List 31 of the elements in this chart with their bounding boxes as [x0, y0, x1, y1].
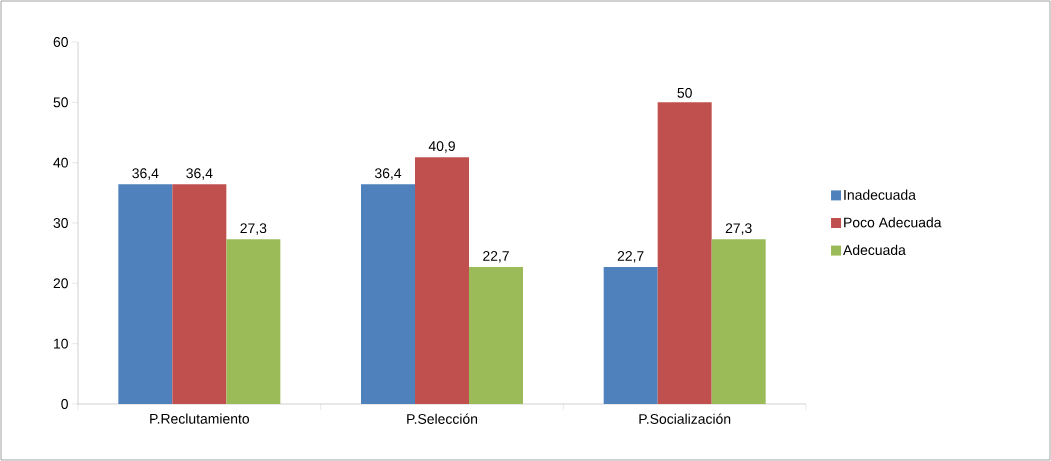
data-label: 22,7 — [617, 250, 644, 263]
legend-label: Poco Adecuada — [844, 217, 942, 228]
data-label: 27,3 — [240, 223, 267, 235]
legend-label: Adecuada — [843, 244, 906, 256]
data-label: 40,9 — [428, 141, 455, 153]
data-label: 36,4 — [374, 168, 402, 180]
bar — [657, 102, 712, 404]
y-tick-label: 30 — [53, 218, 68, 228]
y-tick-label: 40 — [53, 157, 68, 168]
data-label: 50 — [677, 87, 692, 98]
x-tick-label: P.Reclutamiento — [150, 413, 250, 424]
legend-label: Inadecuada — [844, 189, 916, 200]
x-tick-label: P.Selección — [407, 413, 478, 424]
bar — [172, 184, 227, 404]
bar — [603, 267, 658, 404]
bar — [361, 184, 416, 404]
bar — [226, 239, 281, 404]
bar — [415, 157, 470, 404]
bar — [711, 239, 766, 404]
data-label: 36,4 — [132, 168, 159, 180]
bar — [118, 184, 173, 404]
bar — [469, 267, 524, 404]
x-tick-label: P.Socialización — [639, 413, 731, 424]
y-tick-label: 50 — [53, 97, 68, 108]
y-tick-label: 60 — [53, 37, 68, 47]
y-tick-label: 20 — [53, 278, 68, 289]
data-label: 27,3 — [725, 223, 752, 235]
y-tick-label: 0 — [61, 399, 68, 409]
y-tick-label: 10 — [54, 338, 68, 349]
data-label: 22,7 — [483, 250, 509, 263]
data-label: 36,4 — [186, 168, 213, 180]
